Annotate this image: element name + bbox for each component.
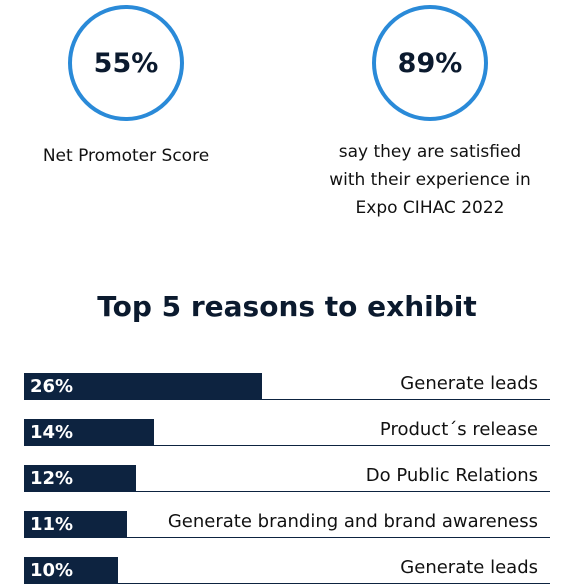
row-baseline xyxy=(24,491,550,492)
caption-line: say they are satisfied xyxy=(338,142,522,162)
bar xyxy=(24,373,262,400)
bar-value-label: 14% xyxy=(30,422,74,443)
row-baseline xyxy=(24,583,550,584)
bar-value-label: 10% xyxy=(30,560,74,581)
bar-row: 11% Generate branding and brand awareness xyxy=(24,508,550,538)
chart-title: Top 5 reasons to exhibit xyxy=(97,290,477,323)
bar-row: 12% Do Public Relations xyxy=(24,462,550,492)
stat-caption-satisfaction: say they are satisfied with their experi… xyxy=(312,138,548,222)
row-baseline xyxy=(24,537,550,538)
bar-value-label: 12% xyxy=(30,468,74,489)
bar xyxy=(24,557,118,584)
bar xyxy=(24,465,136,492)
bar-category-label: Generate leads xyxy=(400,373,538,394)
stat-value-satisfaction: 89% xyxy=(397,47,463,79)
bar-category-label: Do Public Relations xyxy=(365,465,538,486)
bar-row: 26% Generate leads xyxy=(24,370,550,400)
bar-row: 10% Generate leads xyxy=(24,554,550,584)
stat-caption-nps: Net Promoter Score xyxy=(42,146,210,166)
bar-category-label: Generate branding and brand awareness xyxy=(167,511,538,532)
row-baseline xyxy=(24,399,550,400)
bar-category-label: Generate leads xyxy=(400,557,538,578)
stat-value-nps: 55% xyxy=(93,47,159,79)
bar-row: 14% Product´s release xyxy=(24,416,550,446)
bar xyxy=(24,511,127,538)
stat-circle-nps: 55% xyxy=(68,5,184,121)
bar-value-label: 26% xyxy=(30,376,74,397)
row-baseline xyxy=(24,445,550,446)
stat-circle-satisfaction: 89% xyxy=(372,5,488,121)
bar xyxy=(24,419,154,446)
caption-line: Expo CIHAC 2022 xyxy=(355,198,505,218)
bar-value-label: 11% xyxy=(30,514,74,535)
bar-category-label: Product´s release xyxy=(379,419,538,440)
caption-line: with their experience in xyxy=(329,170,531,190)
